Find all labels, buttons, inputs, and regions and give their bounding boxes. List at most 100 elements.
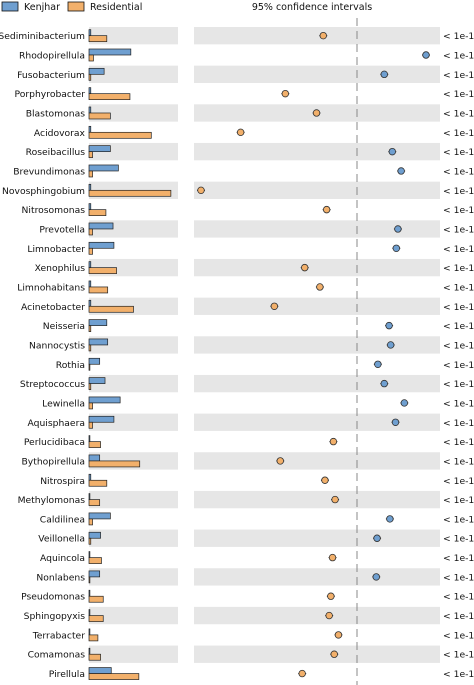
p-value-label: < 1e-15 — [443, 321, 474, 332]
taxon-label: Perlucidibaca — [24, 437, 85, 448]
ci-point — [394, 225, 402, 233]
ci-point — [380, 70, 388, 79]
bar-residential — [88, 267, 117, 274]
bar-kenjhar — [88, 454, 101, 462]
ci-point — [327, 592, 335, 600]
bar-residential — [88, 557, 102, 564]
taxon-label: Novosphingobium — [2, 186, 85, 197]
band-bar-18 — [89, 374, 178, 393]
bar-kenjhar — [88, 280, 92, 288]
band-ci-0 — [194, 27, 440, 45]
ci-point — [397, 167, 405, 175]
bar-kenjhar — [88, 241, 115, 249]
ci-point — [236, 128, 245, 137]
bar-kenjhar — [88, 48, 132, 56]
p-value-label: < 1e-15 — [443, 398, 474, 409]
table-row: Aquincola < 1e-15 — [40, 551, 474, 564]
table-row: Lewinella < 1e-15 — [42, 396, 474, 409]
taxon-label: Neisseria — [43, 321, 85, 332]
bar-residential — [88, 247, 93, 255]
taxon-label: Aquincola — [40, 553, 85, 564]
taxon-label: Acidovorax — [34, 128, 86, 139]
ci-point — [325, 611, 333, 620]
taxon-label: Sediminibacterium — [0, 31, 85, 42]
band-ci-20 — [194, 413, 440, 431]
table-row: Prevotella < 1e-15 — [39, 222, 474, 235]
table-row: Methylomonas < 1e-15 — [18, 493, 474, 506]
taxon-label: Pseudomonas — [21, 592, 85, 603]
taxon-label: Nitrospira — [40, 476, 85, 487]
ci-point — [334, 631, 343, 639]
bar-residential — [88, 35, 108, 43]
ci-point — [391, 418, 400, 426]
bar-kenjhar — [88, 415, 115, 423]
band-bar-24 — [89, 490, 178, 509]
bar-kenjhar — [88, 473, 92, 481]
bar-residential — [88, 518, 93, 526]
band-bar-28 — [89, 568, 178, 586]
taxon-label: Methylomonas — [18, 495, 86, 506]
table-row: Pseudomonas < 1e-15 — [21, 589, 474, 603]
bar-kenjhar — [88, 145, 111, 152]
p-value-label: < 1e-15 — [443, 456, 474, 467]
p-value-label: < 1e-15 — [443, 224, 474, 235]
table-row: Bythopirellula < 1e-15 — [21, 454, 474, 467]
p-value-label: < 1e-15 — [443, 650, 474, 661]
table-row: Acinetobacter < 1e-15 — [21, 299, 474, 313]
ci-point — [322, 205, 331, 214]
taxon-label: Prevotella — [39, 224, 85, 235]
bar-kenjhar — [88, 377, 106, 384]
table-row: Nitrospira < 1e-15 — [40, 473, 474, 487]
p-value-label: < 1e-15 — [443, 186, 474, 197]
bar-kenjhar — [88, 164, 119, 172]
bar-residential — [88, 499, 101, 506]
p-value-label: < 1e-15 — [443, 514, 474, 525]
taxon-label: Fusobacterium — [17, 70, 85, 81]
ci-point — [312, 109, 321, 117]
band-bar-30 — [89, 606, 178, 625]
p-value-label: < 1e-15 — [443, 31, 474, 42]
bar-residential — [88, 383, 92, 390]
p-value-label: < 1e-15 — [443, 534, 474, 545]
taxon-label: Streptococcus — [20, 379, 85, 390]
ci-point — [301, 263, 309, 272]
p-value-label: < 1e-15 — [443, 147, 474, 158]
bar-residential — [88, 189, 172, 197]
bar-kenjhar — [88, 512, 111, 520]
legend-item-kenjhar: Kenjhar — [1, 1, 60, 13]
ci-point — [276, 457, 284, 465]
table-row: Rhodopirellula < 1e-15 — [19, 48, 474, 61]
bar-residential — [88, 576, 91, 584]
table-row: Pirellula < 1e-15 — [49, 667, 474, 680]
taxon-label: Sphingopyxis — [24, 611, 86, 622]
taxon-label: Limnohabitans — [17, 282, 85, 293]
ci-point — [270, 302, 279, 310]
table-row: Acidovorax < 1e-15 — [34, 125, 474, 139]
taxon-label: Pirellula — [49, 669, 85, 680]
p-value-label: < 1e-15 — [443, 360, 474, 371]
band-bar-4 — [89, 104, 178, 122]
ci-point — [373, 534, 381, 542]
bar-residential — [88, 305, 134, 313]
table-row: Fusobacterium < 1e-15 — [17, 67, 474, 81]
p-value-label: < 1e-15 — [443, 244, 474, 255]
ci-point — [422, 51, 430, 59]
p-value-label: < 1e-15 — [443, 50, 474, 61]
p-value-label: < 1e-15 — [443, 630, 474, 641]
taxon-label: Caldilinea — [40, 514, 85, 525]
table-row: Rothia < 1e-15 — [56, 357, 474, 371]
taxon-label: Roseibacillus — [26, 147, 86, 158]
p-value-label: < 1e-15 — [443, 263, 474, 274]
table-row: Limnobacter < 1e-15 — [27, 241, 474, 255]
legend-label-kenjhar: Kenjhar — [24, 2, 60, 13]
table-row: Limnohabitans < 1e-15 — [17, 280, 474, 293]
bar-residential — [88, 325, 92, 332]
band-ci-30 — [194, 606, 440, 625]
band-ci-16 — [194, 336, 440, 354]
ci-point — [386, 341, 395, 349]
taxon-label: Comamonas — [28, 650, 86, 661]
ci-point — [331, 495, 339, 504]
bar-kenjhar — [88, 551, 91, 558]
table-row: Sphingopyxis < 1e-15 — [24, 609, 474, 622]
bar-residential — [88, 73, 92, 81]
